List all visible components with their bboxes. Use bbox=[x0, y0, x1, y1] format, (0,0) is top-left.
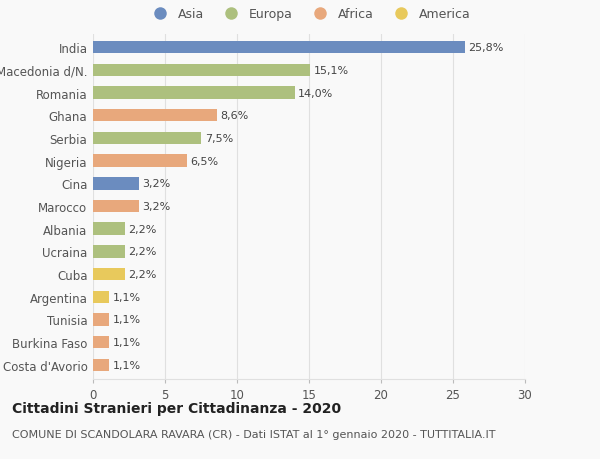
Text: 15,1%: 15,1% bbox=[314, 66, 349, 76]
Bar bbox=[93, 64, 310, 77]
Bar bbox=[93, 246, 125, 258]
Text: 1,1%: 1,1% bbox=[112, 360, 140, 370]
Bar bbox=[93, 155, 187, 168]
Legend: Asia, Europa, Africa, America: Asia, Europa, Africa, America bbox=[148, 8, 470, 21]
Bar bbox=[93, 132, 201, 145]
Text: 1,1%: 1,1% bbox=[112, 337, 140, 347]
Text: 2,2%: 2,2% bbox=[128, 269, 157, 280]
Bar bbox=[93, 42, 464, 54]
Bar bbox=[93, 359, 109, 371]
Bar bbox=[93, 178, 139, 190]
Bar bbox=[93, 268, 125, 281]
Text: Cittadini Stranieri per Cittadinanza - 2020: Cittadini Stranieri per Cittadinanza - 2… bbox=[12, 402, 341, 415]
Text: 3,2%: 3,2% bbox=[143, 202, 171, 212]
Bar bbox=[93, 336, 109, 349]
Text: 8,6%: 8,6% bbox=[220, 111, 248, 121]
Text: 6,5%: 6,5% bbox=[190, 156, 218, 166]
Bar bbox=[93, 87, 295, 100]
Text: 1,1%: 1,1% bbox=[112, 292, 140, 302]
Bar bbox=[93, 110, 217, 122]
Bar bbox=[93, 200, 139, 213]
Text: COMUNE DI SCANDOLARA RAVARA (CR) - Dati ISTAT al 1° gennaio 2020 - TUTTITALIA.IT: COMUNE DI SCANDOLARA RAVARA (CR) - Dati … bbox=[12, 429, 496, 439]
Bar bbox=[93, 313, 109, 326]
Text: 2,2%: 2,2% bbox=[128, 247, 157, 257]
Text: 3,2%: 3,2% bbox=[143, 179, 171, 189]
Text: 2,2%: 2,2% bbox=[128, 224, 157, 234]
Bar bbox=[93, 291, 109, 303]
Text: 14,0%: 14,0% bbox=[298, 88, 334, 98]
Bar bbox=[93, 223, 125, 235]
Text: 1,1%: 1,1% bbox=[112, 315, 140, 325]
Text: 7,5%: 7,5% bbox=[205, 134, 233, 144]
Text: 25,8%: 25,8% bbox=[468, 43, 503, 53]
